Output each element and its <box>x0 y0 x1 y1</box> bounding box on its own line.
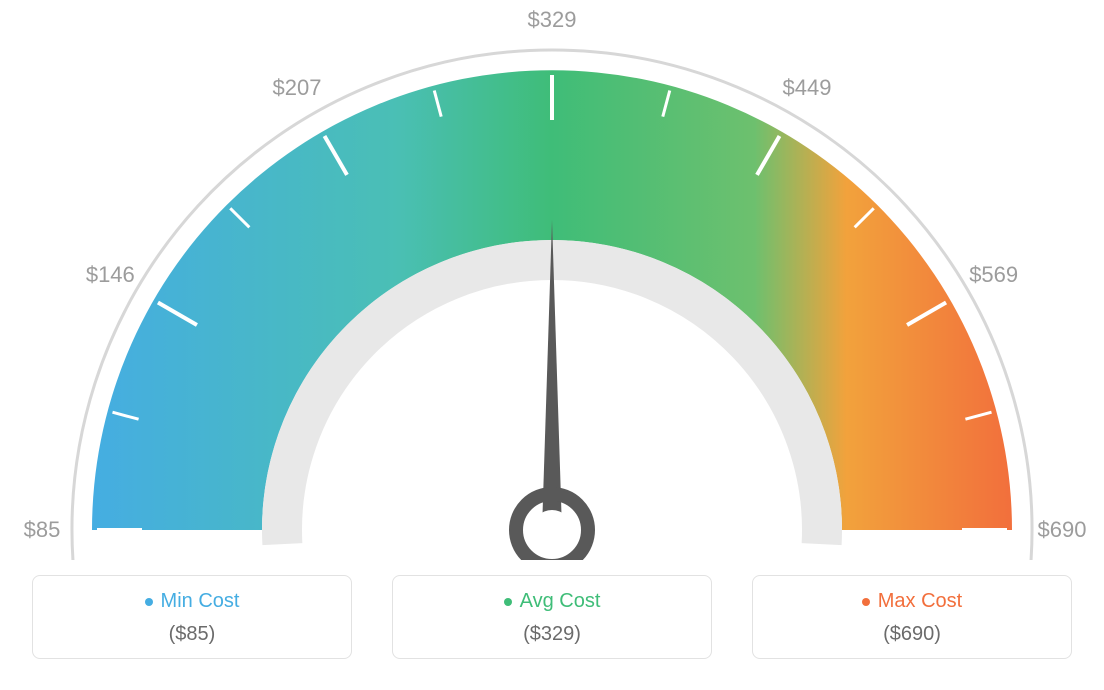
legend-label-min: Min Cost <box>145 590 240 613</box>
gauge-chart <box>0 0 1104 560</box>
legend-label-avg: Avg Cost <box>504 590 601 613</box>
legend-text-min: Min Cost <box>161 590 240 613</box>
legend-item-max: Max Cost ($690) <box>752 575 1072 659</box>
legend-text-avg: Avg Cost <box>520 590 601 613</box>
legend-value-avg: ($329) <box>393 623 711 646</box>
legend-dot-min <box>145 598 153 606</box>
legend-item-min: Min Cost ($85) <box>32 575 352 659</box>
legend-value-max: ($690) <box>753 623 1071 646</box>
legend-item-avg: Avg Cost ($329) <box>392 575 712 659</box>
legend-text-max: Max Cost <box>878 590 962 613</box>
gauge-tick-label: $690 <box>1038 517 1087 543</box>
legend-row: Min Cost ($85) Avg Cost ($329) Max Cost … <box>0 575 1104 659</box>
gauge-container: $85 $146 $207 $329 $449 $569 $690 <box>0 0 1104 560</box>
gauge-tick-label: $329 <box>528 7 577 33</box>
gauge-tick-label: $569 <box>969 262 1018 288</box>
legend-label-max: Max Cost <box>862 590 962 613</box>
gauge-tick-label: $146 <box>86 262 135 288</box>
legend-dot-avg <box>504 598 512 606</box>
legend-value-min: ($85) <box>33 623 351 646</box>
legend-dot-max <box>862 598 870 606</box>
gauge-tick-label: $207 <box>273 75 322 101</box>
gauge-tick-label: $449 <box>783 75 832 101</box>
gauge-tick-label: $85 <box>24 517 61 543</box>
